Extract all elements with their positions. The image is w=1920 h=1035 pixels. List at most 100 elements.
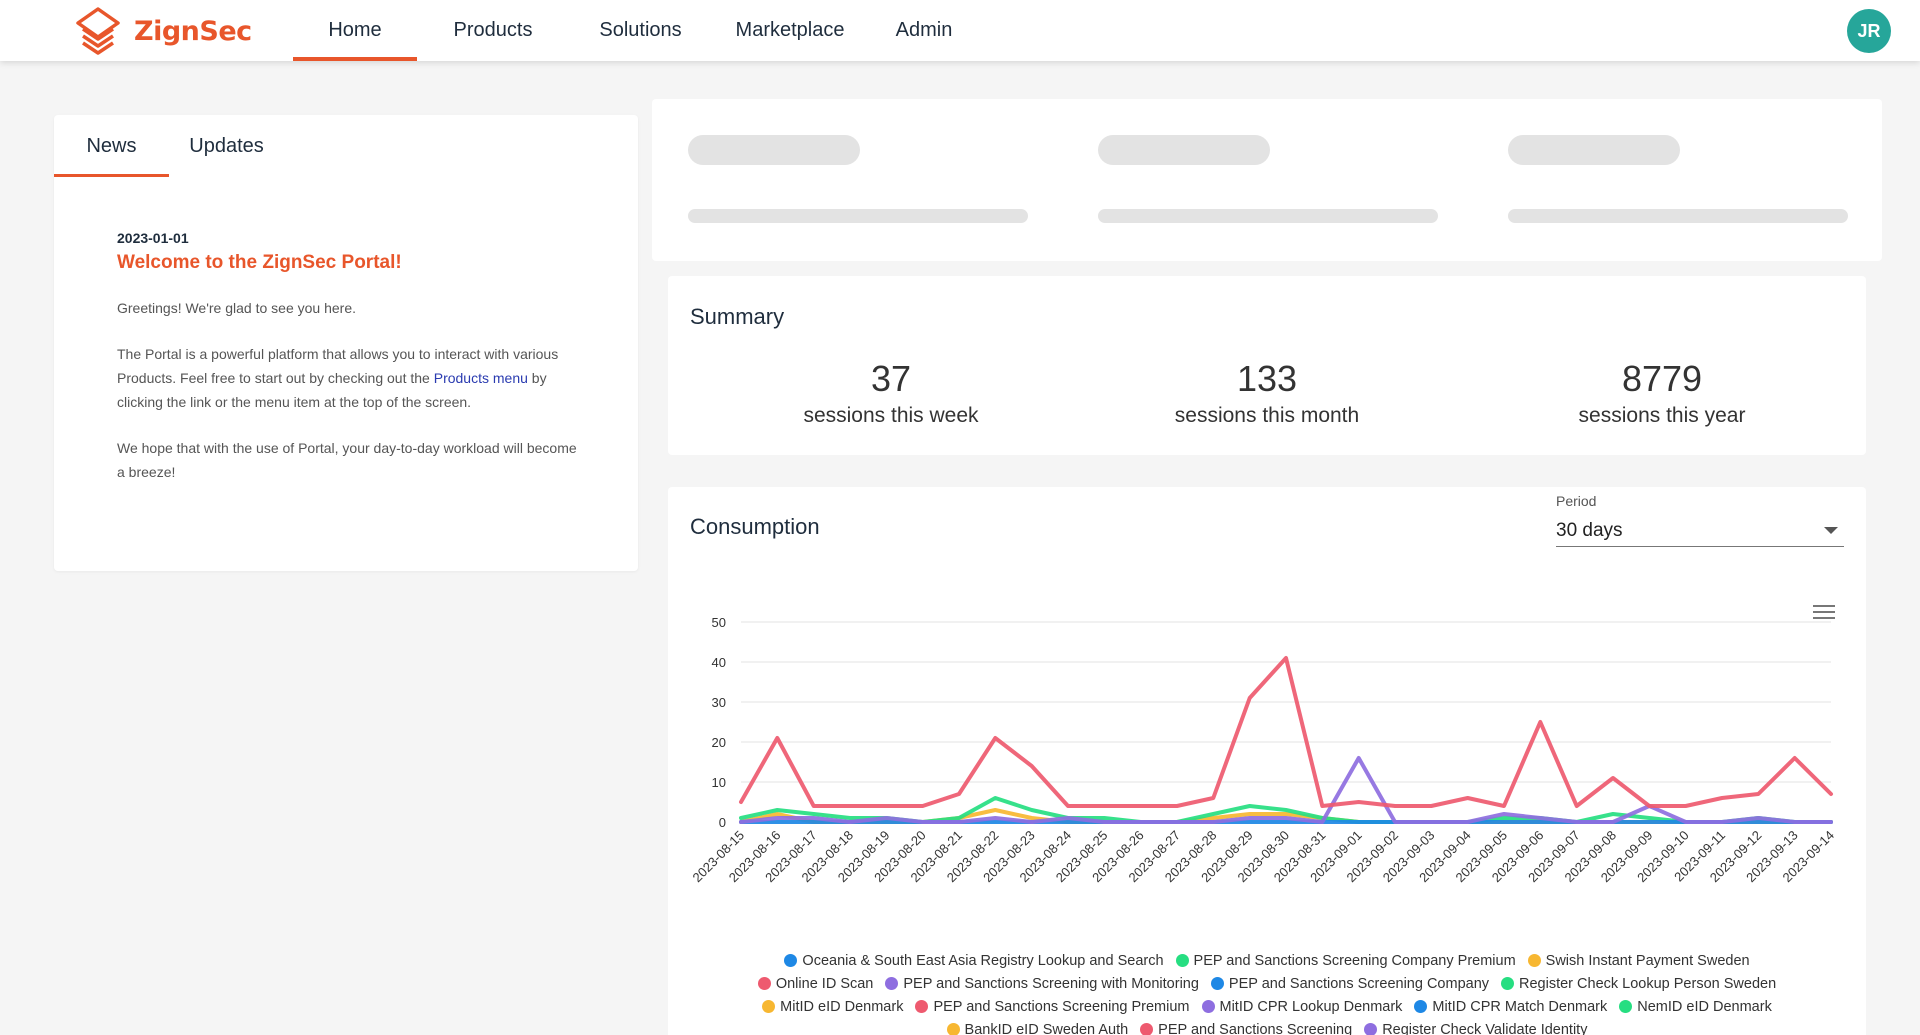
legend-marker-icon — [915, 1000, 929, 1013]
consumption-line-chart: 010203040502023-08-152023-08-162023-08-1… — [689, 615, 1837, 885]
legend-item[interactable]: Register Check Lookup Person Sweden — [1501, 976, 1776, 992]
legend-item[interactable]: PEP and Sanctions Screening Company Prem… — [1175, 952, 1516, 969]
user-avatar[interactable]: JR — [1847, 9, 1891, 53]
stat-month-label: sessions this month — [1174, 404, 1360, 427]
legend-marker-icon — [1364, 1023, 1378, 1035]
legend-row: BankID eID Sweden Auth PEP and Sanctions … — [668, 1018, 1866, 1035]
legend-marker-icon — [762, 1000, 776, 1013]
legend-label: Register Check Lookup Person Sweden — [1519, 975, 1777, 992]
nav-products[interactable]: Products — [453, 19, 533, 41]
legend-marker-icon — [1501, 977, 1515, 990]
stat-month-value: 133 — [1236, 358, 1298, 399]
nav-home[interactable]: Home — [293, 0, 417, 61]
tab-updates[interactable]: Updates — [189, 134, 264, 157]
stat-week-value: 37 — [870, 358, 912, 399]
y-tick-label: 10 — [712, 775, 726, 790]
legend-item[interactable]: NemID eID Denmark — [1619, 999, 1772, 1015]
stat-week: 37 sessions this week — [741, 358, 1041, 428]
skeleton-pill — [1508, 135, 1680, 165]
legend-item[interactable]: Online ID Scan — [757, 975, 874, 992]
stat-year: 8779 sessions this year — [1512, 358, 1812, 428]
stat-month: 133 sessions this month — [1117, 358, 1417, 428]
legend-label: PEP and Sanctions Screening with Monitor… — [903, 975, 1199, 992]
y-tick-label: 30 — [712, 695, 726, 710]
zignsec-logo-icon — [76, 7, 120, 55]
legend-label: PEP and Sanctions Screening Company — [1228, 975, 1490, 992]
series-line — [739, 656, 1833, 808]
chart-legend: Oceania & South East Asia Registry Looku… — [668, 949, 1866, 1035]
legend-label: MitID CPR Lookup Denmark — [1219, 998, 1403, 1015]
y-tick-label: 40 — [712, 655, 726, 670]
legend-label: NemID eID Denmark — [1637, 998, 1772, 1015]
legend-item[interactable]: BankID eID Sweden Auth — [946, 1021, 1129, 1035]
legend-label: PEP and Sanctions Screening Company Prem… — [1193, 952, 1516, 969]
legend-label: PEP and Sanctions Screening — [1158, 1021, 1353, 1035]
consumption-title: Consumption — [690, 514, 820, 539]
period-select-value: 30 days — [1556, 519, 1623, 541]
legend-label: MitID eID Denmark — [780, 998, 904, 1015]
top-navigation-bar: ZignSec Home Products Solutions Marketpl… — [0, 0, 1920, 61]
legend-marker-icon — [1619, 1000, 1633, 1013]
y-tick-label: 0 — [719, 815, 726, 830]
period-label: Period — [1556, 493, 1597, 509]
nav-solutions[interactable]: Solutions — [599, 19, 682, 41]
legend-item[interactable]: MitID CPR Match Denmark — [1414, 999, 1607, 1015]
legend-item[interactable]: Register Check Validate Identity — [1364, 1022, 1587, 1035]
period-select[interactable]: 30 days — [1556, 515, 1844, 547]
legend-marker-icon — [784, 954, 798, 967]
legend-label: Online ID Scan — [775, 975, 874, 992]
logo-text: ZignSec — [134, 15, 252, 47]
legend-item[interactable]: Oceania & South East Asia Registry Looku… — [784, 952, 1164, 969]
summary-title: Summary — [690, 304, 785, 329]
legend-label: BankID eID Sweden Auth — [964, 1021, 1129, 1035]
news-card: News Updates 2023-01-01 Welcome to the Z… — [54, 115, 638, 571]
legend-row: Online ID Scan PEP and Sanctions Screenin… — [668, 972, 1866, 995]
news-article: 2023-01-01 Welcome to the ZignSec Portal… — [117, 230, 577, 484]
legend-item[interactable]: PEP and Sanctions Screening with Monitor… — [885, 976, 1199, 992]
legend-label: Register Check Validate Identity — [1382, 1021, 1588, 1035]
legend-marker-icon — [1414, 1000, 1428, 1013]
chart-menu-icon[interactable] — [1813, 605, 1835, 621]
period-select-field: Period 30 days — [1556, 493, 1844, 547]
legend-label: MitID CPR Match Denmark — [1432, 998, 1608, 1015]
y-tick-label: 20 — [712, 735, 726, 750]
nav-marketplace[interactable]: Marketplace — [735, 19, 845, 41]
zignsec-logo[interactable]: ZignSec — [74, 6, 252, 56]
main-nav: Home Products Solutions Marketplace Admi… — [293, 0, 980, 61]
legend-label: Oceania & South East Asia Registry Looku… — [802, 952, 1164, 969]
legend-marker-icon — [1201, 1000, 1215, 1013]
products-menu-link[interactable]: Products menu — [433, 370, 528, 386]
y-tick-label: 50 — [712, 615, 726, 630]
loading-placeholder-card — [652, 99, 1882, 261]
stat-year-label: sessions this year — [1578, 404, 1746, 427]
skeleton-bar — [1508, 209, 1848, 223]
legend-label: Swish Instant Payment Sweden — [1545, 952, 1750, 969]
legend-item[interactable]: Swish Instant Payment Sweden — [1527, 952, 1750, 969]
legend-marker-icon — [1175, 954, 1189, 967]
skeleton-pill — [688, 135, 860, 165]
stat-week-label: sessions this week — [803, 404, 979, 427]
legend-marker-icon — [757, 977, 771, 990]
news-paragraph-2-start: The Portal is a powerful platform that a… — [117, 346, 559, 386]
skeleton-bar — [1098, 209, 1438, 223]
legend-item[interactable]: PEP and Sanctions Screening Company — [1210, 975, 1490, 992]
news-paragraph-1: Greetings! We're glad to see you here. — [117, 300, 356, 316]
legend-item[interactable]: MitID eID Denmark — [762, 999, 903, 1015]
skeleton-pill — [1098, 135, 1270, 165]
legend-row: MitID eID Denmark PEP and Sanctions Scree… — [668, 995, 1866, 1018]
summary-card: Summary 37 sessions this week 133 sessio… — [668, 276, 1866, 455]
legend-item[interactable]: MitID CPR Lookup Denmark — [1201, 998, 1403, 1015]
legend-marker-icon — [946, 1023, 960, 1035]
legend-item[interactable]: PEP and Sanctions Screening — [1140, 1022, 1352, 1035]
skeleton-bar — [688, 209, 1028, 223]
tab-news[interactable]: News — [54, 115, 169, 177]
news-paragraph-2: The Portal is a powerful platform that a… — [117, 342, 577, 414]
news-paragraph-3: We hope that with the use of Portal, you… — [117, 440, 577, 480]
nav-admin[interactable]: Admin — [895, 19, 953, 41]
legend-row: Oceania & South East Asia Registry Looku… — [668, 949, 1866, 972]
legend-marker-icon — [1140, 1023, 1154, 1035]
news-title: Welcome to the ZignSec Portal! — [117, 252, 402, 273]
legend-marker-icon — [1527, 954, 1541, 967]
stat-year-value: 8779 — [1621, 358, 1703, 399]
legend-item[interactable]: PEP and Sanctions Screening Premium — [915, 999, 1190, 1015]
